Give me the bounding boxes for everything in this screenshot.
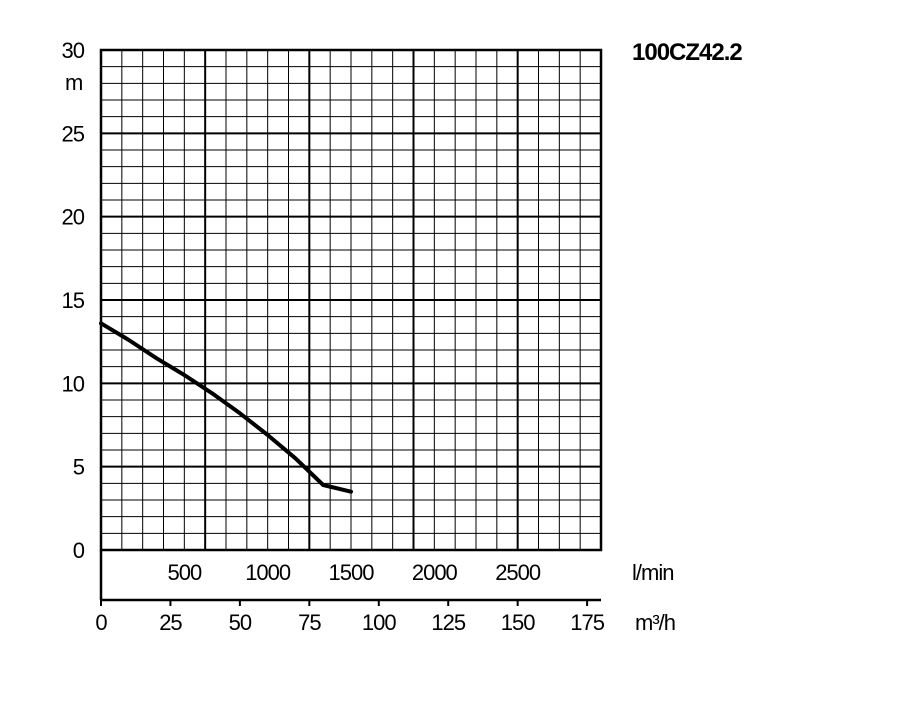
plot-frame	[99, 48, 603, 606]
series-layer	[99, 321, 353, 494]
y-tick-label: 30	[62, 38, 85, 63]
x-axis-unit-label-m3h: m³/h	[635, 610, 675, 635]
x-tick-label-m3h: 0	[95, 610, 107, 635]
y-axis-unit-label: m	[65, 70, 82, 95]
x-tick-label-m3h: 125	[431, 610, 465, 635]
y-tick-label: 25	[62, 121, 85, 146]
x-tick-label-m3h: 25	[159, 610, 182, 635]
x-axis-unit-label-lmin: l/min	[632, 560, 673, 585]
x-tick-label-lmin: 1000	[245, 560, 291, 585]
y-tick-label: 10	[62, 371, 85, 396]
y-tick-label: 5	[73, 455, 85, 480]
x-tick-label-lmin: 1500	[329, 560, 375, 585]
labels: 100CZ42.2 m l/min m³/h 0 25 50 75 100 125 150 1…	[62, 38, 744, 635]
x-tick-label-m3h: 175	[570, 610, 604, 635]
y-tick-label: 15	[62, 288, 85, 313]
chart-title: 100CZ42.2	[632, 39, 742, 66]
x-tick-label-m3h: 100	[362, 610, 396, 635]
x-tick-label-m3h: 150	[501, 610, 535, 635]
grid	[101, 50, 601, 550]
plot-border	[99, 48, 603, 552]
x-tick-label-lmin: 500	[167, 560, 201, 585]
pump-performance-curve	[99, 321, 353, 494]
x-tick-label-lmin: 2500	[495, 560, 541, 585]
x-tick-label-m3h: 75	[298, 610, 321, 635]
x-tick-label-lmin: 2000	[412, 560, 458, 585]
y-tick-label: 0	[73, 538, 85, 563]
x-tick-label-m3h: 50	[229, 610, 252, 635]
y-tick-label: 20	[62, 205, 85, 230]
